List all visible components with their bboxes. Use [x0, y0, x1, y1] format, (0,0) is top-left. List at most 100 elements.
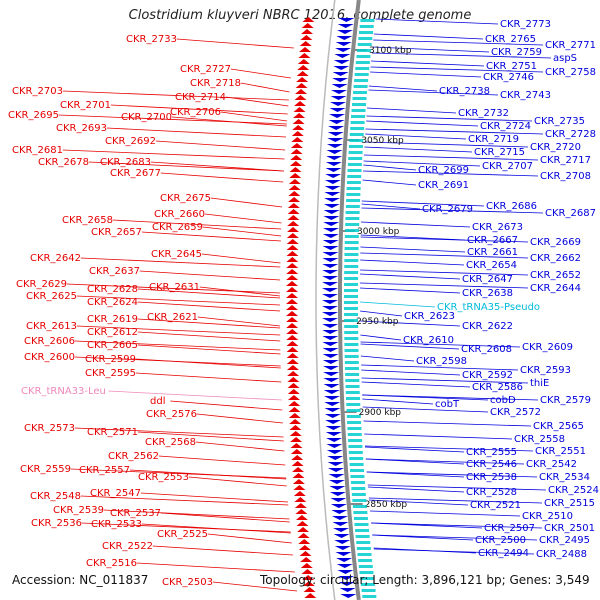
- feature-band: [346, 397, 361, 400]
- right-strand-arrow: [338, 576, 355, 580]
- right-strand-arrow: [335, 552, 352, 556]
- feature-band: [345, 229, 360, 232]
- left-strand-arrow: [286, 251, 299, 256]
- leader-line: [365, 133, 467, 140]
- feature-band: [362, 595, 377, 598]
- right-strand-arrow: [334, 540, 351, 544]
- leader-line: [158, 455, 286, 466]
- right-strand-arrow: [323, 216, 340, 220]
- leader-line: [137, 431, 284, 442]
- leader-line: [225, 96, 289, 107]
- right-strand-arrow: [326, 438, 343, 442]
- leader-line: [361, 207, 544, 214]
- gene-label: CKR_2678: [38, 157, 89, 168]
- gene-label: CKR_2568: [145, 437, 196, 448]
- gene-label: CKR_2662: [530, 253, 581, 264]
- leader-line: [76, 325, 281, 336]
- leader-line: [139, 270, 281, 281]
- feature-band: [348, 451, 363, 454]
- feature-band: [346, 193, 361, 196]
- feature-band: [344, 355, 359, 358]
- right-strand-arrow: [322, 312, 339, 316]
- right-strand-arrow: [326, 450, 343, 454]
- left-strand-arrow: [286, 353, 299, 358]
- leader-line: [74, 340, 281, 351]
- feature-band: [354, 73, 369, 76]
- gene-label: CKR_2537: [110, 508, 161, 519]
- right-strand-arrow: [323, 384, 340, 388]
- feature-band: [351, 487, 366, 490]
- left-strand-arrow: [289, 431, 302, 436]
- leader-line: [360, 310, 403, 317]
- kbp-tick-label: 3050 kbp: [361, 136, 404, 146]
- left-strand-arrow: [300, 563, 313, 568]
- kbp-tick-label: 3000 kbp: [357, 227, 400, 237]
- right-strand-arrow: [325, 168, 342, 172]
- gene-label: CKR_2625: [26, 291, 77, 302]
- feature-band: [356, 547, 371, 550]
- left-strand-arrow: [302, 581, 315, 586]
- right-strand-arrow: [338, 582, 355, 586]
- leader-line: [76, 295, 281, 306]
- left-strand-arrow: [294, 497, 307, 502]
- left-strand-arrow: [301, 23, 314, 28]
- left-strand-arrow: [303, 587, 316, 592]
- gene-label: cobT: [435, 399, 460, 410]
- gene-label: CKR_2558: [514, 434, 565, 445]
- gene-label: CKR_2735: [534, 116, 585, 127]
- right-strand-arrow: [332, 78, 349, 82]
- leader-line: [363, 170, 539, 177]
- feature-band: [347, 175, 362, 178]
- leader-line: [362, 394, 539, 401]
- left-strand-arrow: [299, 551, 312, 556]
- left-strand-arrow: [287, 215, 300, 220]
- left-strand-arrow: [293, 113, 306, 118]
- left-strand-arrow: [286, 257, 299, 262]
- right-strand-arrow: [323, 210, 340, 214]
- left-strand-arrow: [295, 89, 308, 94]
- leader-line: [360, 269, 529, 276]
- gene-label: CKR_2559: [20, 464, 71, 475]
- leader-line: [360, 355, 415, 362]
- leader-line: [360, 341, 521, 348]
- left-strand-arrow: [287, 221, 300, 226]
- leader-line: [141, 231, 281, 242]
- gene-label: CKR_2542: [526, 459, 577, 470]
- gene-label: CKR_2637: [89, 266, 140, 277]
- gene-label: CKR_2598: [416, 356, 467, 367]
- leader-line: [364, 141, 529, 148]
- feature-band: [344, 241, 359, 244]
- left-strand-arrow: [286, 347, 299, 352]
- leader-line: [66, 283, 281, 294]
- gene-label: CKR_2536: [31, 518, 82, 529]
- feature-band: [355, 535, 370, 538]
- feature-band: [346, 199, 361, 202]
- right-strand-arrow: [323, 204, 340, 208]
- feature-band: [353, 85, 368, 88]
- right-strand-arrow: [322, 270, 339, 274]
- leader-line: [137, 331, 281, 342]
- leader-line: [141, 523, 291, 534]
- right-strand-arrow: [331, 90, 348, 94]
- gene-label: CKR_2765: [485, 34, 536, 45]
- leader-line: [155, 140, 286, 151]
- kbp-tick-label: 2900 kbp: [359, 408, 402, 418]
- inner-ring: [315, 0, 336, 600]
- leader-line: [360, 236, 529, 243]
- right-strand-arrow: [322, 306, 339, 310]
- gene-label: CKR_2576: [146, 409, 197, 420]
- leader-line: [210, 197, 283, 208]
- feature-band: [344, 283, 359, 286]
- gene-label: CKR_2701: [60, 100, 111, 111]
- right-strand-arrow: [340, 594, 357, 598]
- right-strand-arrow: [330, 102, 347, 106]
- leader-line: [74, 427, 284, 438]
- leader-line: [62, 149, 285, 160]
- gene-label: CKR_2608: [461, 344, 512, 355]
- leader-line: [365, 128, 544, 135]
- left-strand-arrow: [289, 161, 302, 166]
- left-strand-arrow: [298, 539, 311, 544]
- feature-band: [344, 277, 359, 280]
- left-strand-arrow: [287, 389, 300, 394]
- leader-line: [220, 111, 288, 122]
